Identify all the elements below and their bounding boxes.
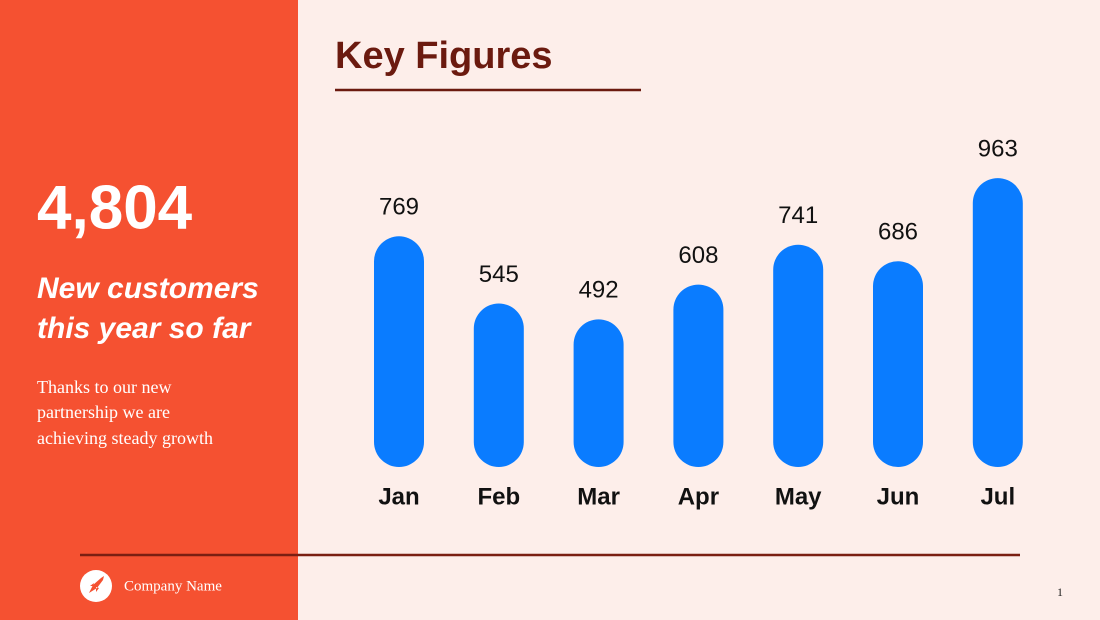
x-tick-label: Apr xyxy=(678,483,719,510)
bar xyxy=(972,178,1023,467)
headline-line: New customers xyxy=(37,272,259,305)
body: Thanks to our new partnership we are ach… xyxy=(37,377,213,448)
x-tick-label: Feb xyxy=(477,483,520,510)
value-label: 545 xyxy=(479,261,519,288)
x-tick-label: Jun xyxy=(877,483,920,510)
value-label: 492 xyxy=(579,277,619,304)
rocket-icon xyxy=(89,576,104,593)
value-label: 608 xyxy=(678,242,718,269)
x-tick-label: Jul xyxy=(980,483,1015,510)
bar xyxy=(374,236,424,467)
logo xyxy=(80,570,112,602)
value-label: 686 xyxy=(878,219,918,246)
bar xyxy=(573,319,624,467)
x-tick-label: May xyxy=(775,483,822,510)
value-label: 741 xyxy=(778,202,818,229)
body-line: achieving steady growth xyxy=(37,428,213,448)
side-panel xyxy=(0,0,298,620)
x-tick-label: Jan xyxy=(378,483,419,510)
x-tick-label: Mar xyxy=(577,483,620,510)
chart-title: Key Figures xyxy=(335,35,553,77)
stat: 4,804 xyxy=(37,173,193,242)
bar xyxy=(873,261,923,467)
bar xyxy=(673,284,724,467)
value-label: 963 xyxy=(978,135,1018,162)
bar xyxy=(473,303,524,467)
bar xyxy=(773,244,824,467)
company-name: Company Name xyxy=(124,578,222,594)
body-line: partnership we are xyxy=(37,402,170,422)
body-line: Thanks to our new xyxy=(37,377,171,397)
headline: New customers this year so far xyxy=(37,272,259,345)
page-number: 1 xyxy=(1057,585,1063,599)
value-label: 769 xyxy=(379,194,419,221)
headline-line: this year so far xyxy=(37,312,253,345)
